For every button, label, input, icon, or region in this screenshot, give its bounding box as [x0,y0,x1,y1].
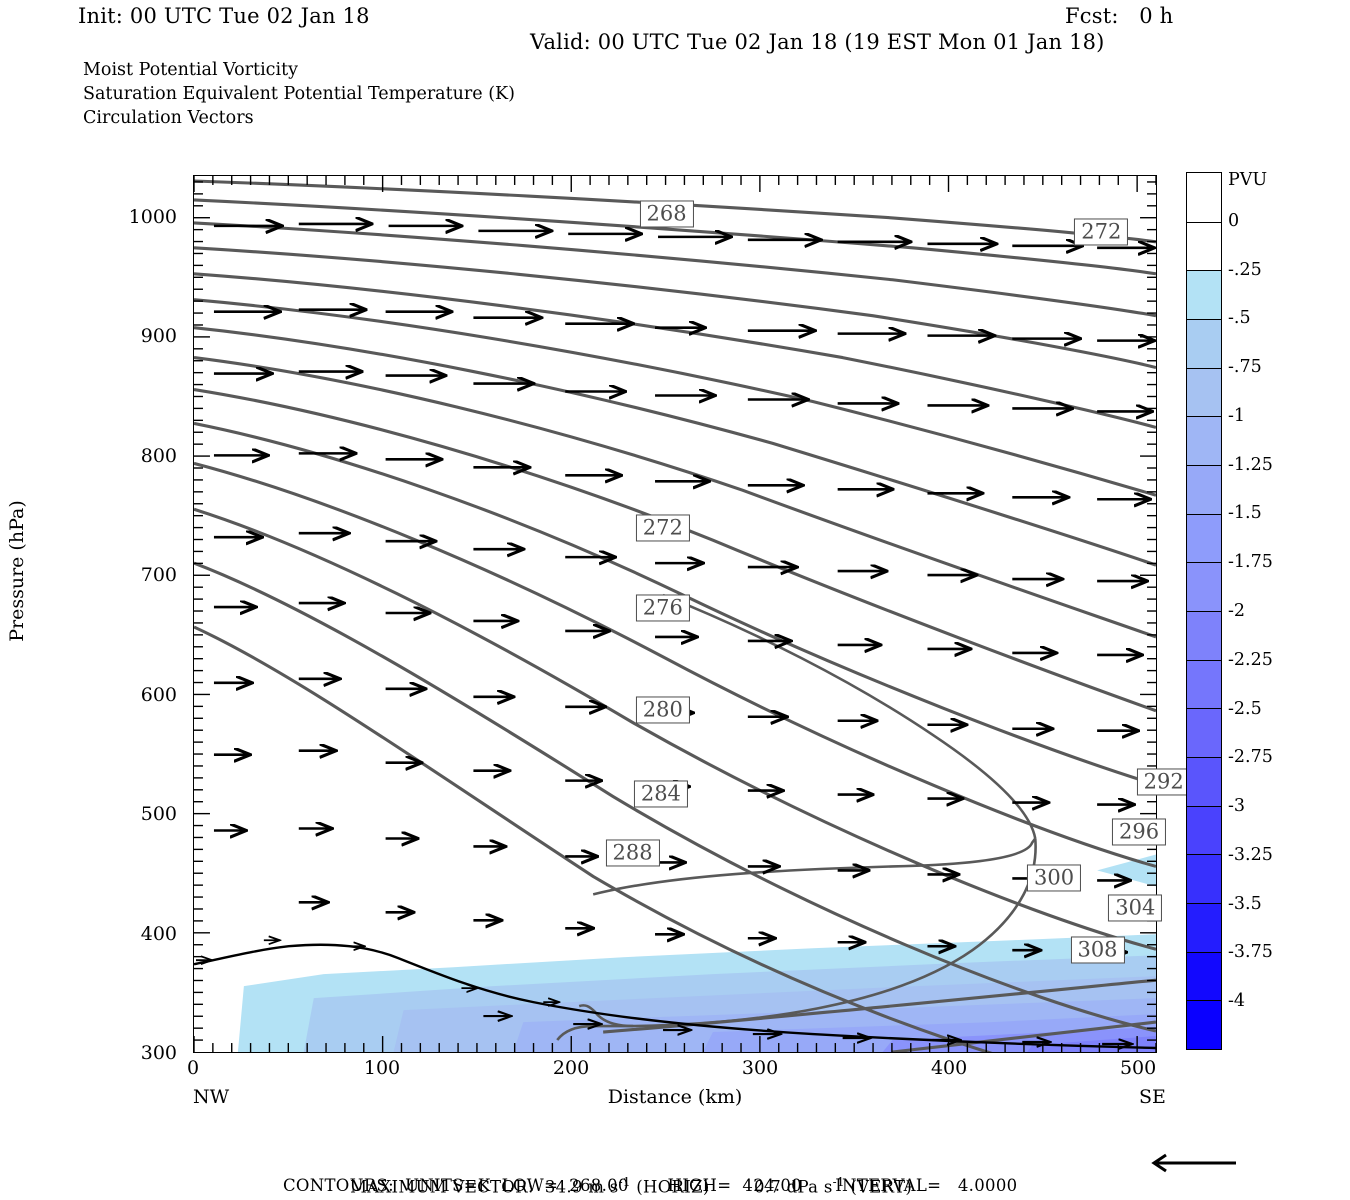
colorbar-tick-label: -3.75 [1228,942,1273,963]
y-tick-label: 1000 [128,205,177,228]
colorbar-tick-label: -2.5 [1228,698,1262,719]
x-axis-title: Distance (km) [607,1086,743,1108]
colorbar-band [1187,367,1221,417]
x-tick-label: 300 [741,1057,779,1079]
contour-label: 288 [605,839,660,867]
x-tick-label: 100 [363,1057,401,1079]
x-tick-label: 200 [552,1057,590,1079]
colorbar-band [1187,659,1221,709]
contour-label: 272 [635,514,690,542]
field-title-theta-es: Saturation Equivalent Potential Temperat… [83,84,515,104]
colorbar-band [1187,270,1221,319]
y-axis-title: Pressure (hPa) [6,500,28,642]
colorbar-tick-label: -.75 [1228,357,1262,378]
colorbar-tick-label: -4 [1228,991,1246,1012]
plot-canvas [194,176,1156,1052]
colorbar-tick-label: -2 [1228,601,1246,621]
x-tick-label: 0 [186,1057,200,1079]
forecast-hour-label: Fcst: 0 h [1065,4,1174,28]
y-tick-label: 800 [140,444,177,467]
max-vector-vert-value: 0.7 dPa s [753,1177,833,1197]
max-vector-label: MAXIMUM VECTOR: [350,1177,534,1197]
colorbar-band [1187,318,1221,368]
max-vector-horiz-value: 34.9 m s [544,1177,619,1197]
field-title-mpv: Moist Potential Vorticity [83,60,298,80]
colorbar-band [1187,854,1221,903]
contour-label: 268 [639,200,694,228]
max-vector-horiz-tag: (HORIZ) [636,1177,710,1197]
x-tick-label: 400 [930,1057,968,1079]
init-time-label: Init: 00 UTC Tue 02 Jan 18 [78,4,370,28]
y-axis-tick-labels: 300 400 500 600 700 800 900 1000 [0,175,185,1064]
colorbar-tick-label: -1.25 [1228,454,1273,475]
colorbar-band [1187,416,1221,465]
contour-label: 276 [635,594,690,622]
y-tick-label: 500 [140,803,177,826]
max-vector-vert-tag: (VERT) [850,1177,913,1197]
colorbar-band [1187,805,1221,855]
contour-label: 292 [1136,768,1191,796]
colorbar-band [1187,951,1221,1001]
pvu-colorbar-labels: PVU 0 -.25 -.5 -.75 -1 -1.25 -1.5 -1.75 -2 -2.25 -… [1228,170,1346,1062]
y-tick-label: 300 [140,1042,177,1064]
colorbar-band [1187,902,1221,952]
colorbar-band [1187,1000,1221,1049]
colorbar-band [1187,562,1221,611]
colorbar-tick-label: 0 [1228,210,1240,231]
colorbar-tick-label: -2.25 [1228,649,1273,670]
max-vector-horiz-exponent: -1 [618,1175,631,1189]
colorbar-tick-label: -2.75 [1228,747,1273,768]
pvu-colorbar[interactable] [1186,172,1222,1050]
colorbar-tick-label: -3 [1228,796,1246,817]
colorbar-tick-label: -1.75 [1228,552,1273,573]
circulation-vectors [195,224,1154,1044]
contour-label: 280 [635,696,690,724]
colorbar-tick-label: -3.25 [1228,844,1273,865]
colorbar-tick-label: -1.5 [1228,503,1262,524]
colorbar-tick-label: -.25 [1228,259,1262,280]
contour-label: 296 [1112,818,1167,846]
contour-label: 284 [633,780,688,808]
axis-ticks [194,176,1156,1052]
colorbar-band [1187,610,1221,660]
contour-label: 272 [1074,218,1129,246]
contour-label: 304 [1108,894,1163,922]
colorbar-band [1187,756,1221,806]
x-axis-right-orientation: SE [1139,1086,1166,1108]
colorbar-band [1187,221,1221,271]
colorbar-tick-label: -.5 [1228,308,1251,329]
colorbar-band [1187,708,1221,757]
contour-label: 308 [1070,936,1125,964]
reference-vector-arrow-icon [1151,1153,1236,1173]
x-axis-left-orientation: NW [193,1086,230,1108]
field-title-vectors: Circulation Vectors [83,108,254,128]
contours-footer: CONTOURS: UNITS=K LOW= 268.00 HIGH= 424.… [283,1176,1018,1195]
y-tick-label: 900 [140,325,177,348]
x-axis-tick-labels: 0 100 200 300 400 500 [187,1057,1157,1083]
shaded-mpv-layer [237,854,1156,1052]
x-tick-label: 500 [1119,1057,1157,1079]
max-vector-vert-exponent: -1 [832,1175,845,1189]
colorbar-band [1187,173,1221,222]
contour-label: 300 [1026,864,1082,892]
colorbar-unit-label: PVU [1228,170,1268,190]
cross-section-plot[interactable]: 308 304 300 296 292 288 284 280 276 272 268 272 [193,175,1191,1053]
colorbar-tick-label: -3.5 [1228,893,1262,914]
contour-272-surface [603,978,1156,1052]
max-vector-footer: MAXIMUM VECTOR: 34.9 m s-1 (HORIZ) 0.7 d… [339,1156,912,1197]
colorbar-band [1187,513,1221,563]
y-tick-label: 400 [140,922,177,945]
colorbar-tick-label: -1 [1228,405,1246,426]
y-tick-label: 600 [140,683,177,706]
y-tick-label: 700 [140,564,177,587]
colorbar-band [1187,464,1221,514]
valid-time-label: Valid: 00 UTC Tue 02 Jan 18 (19 EST Mon … [530,30,1105,54]
